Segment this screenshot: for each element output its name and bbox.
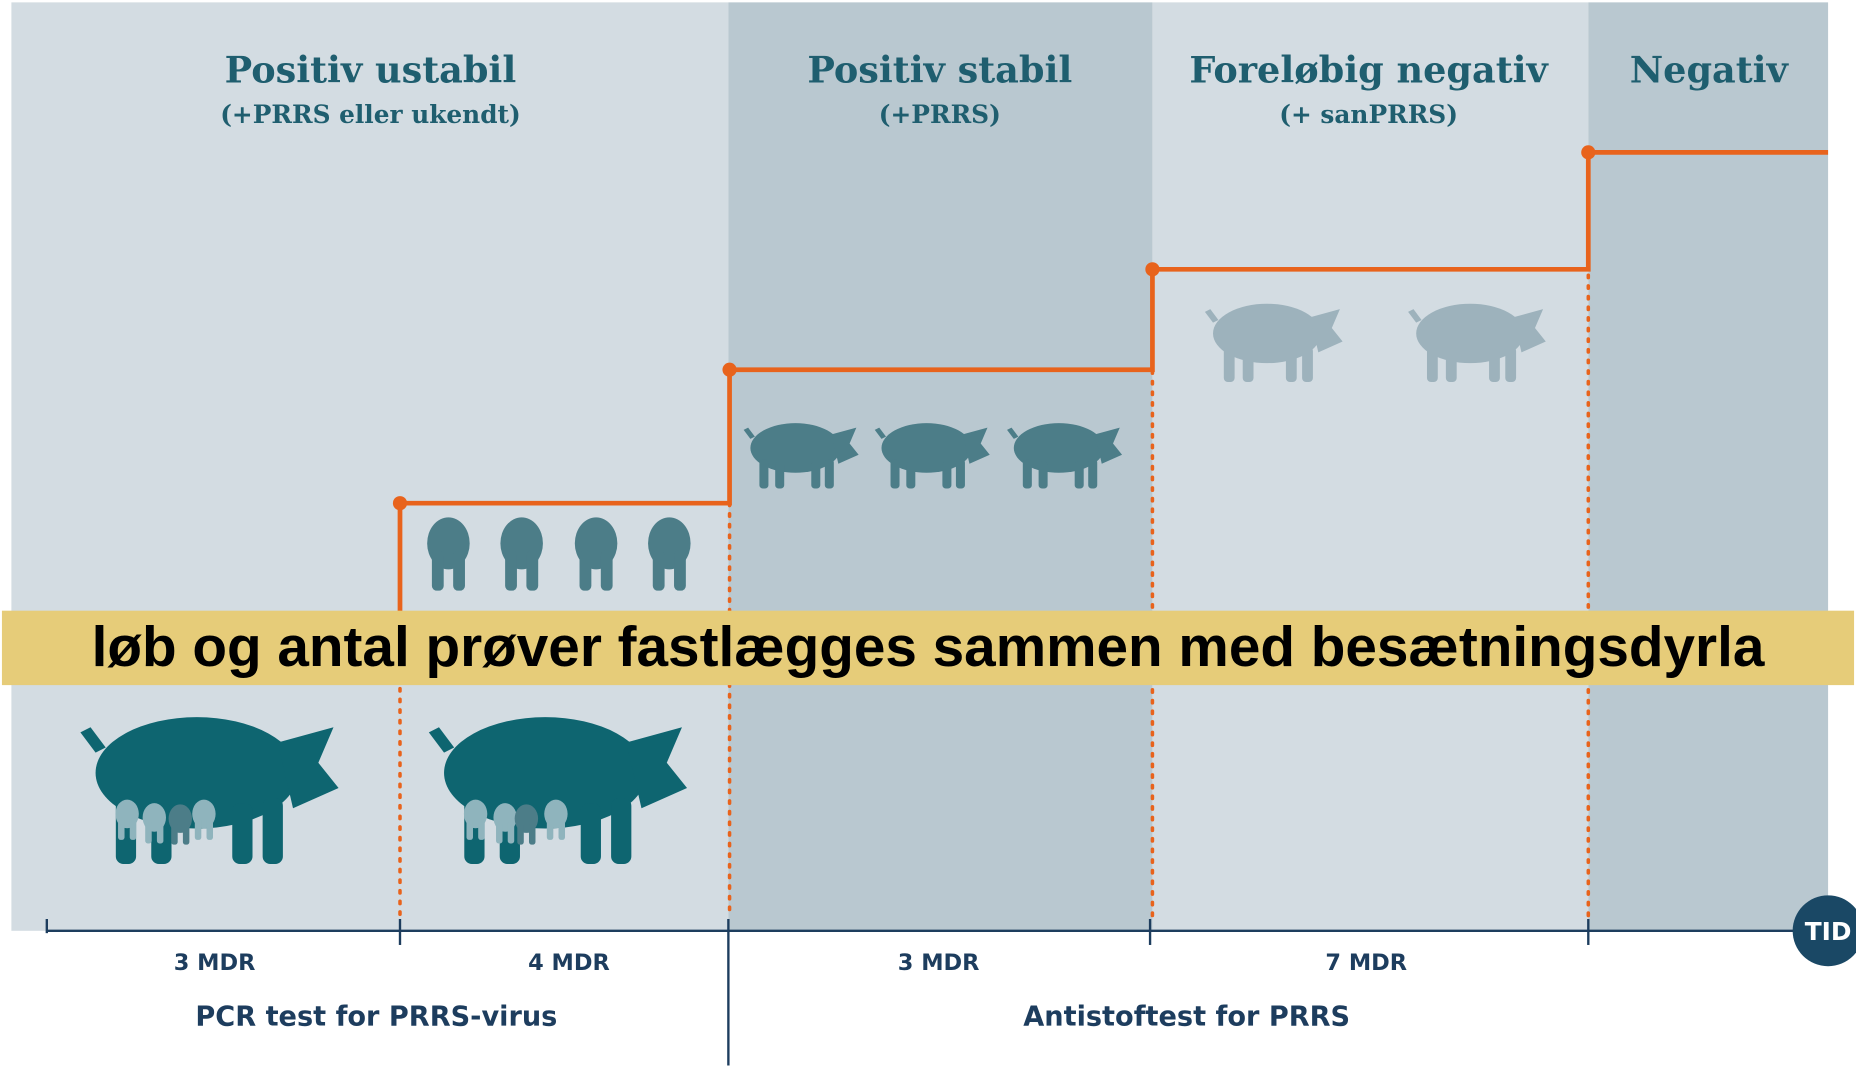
phase-title: Negativ bbox=[1630, 49, 1790, 92]
test-label: PCR test for PRRS-virus bbox=[195, 1001, 557, 1032]
duration: 3 MDR bbox=[174, 950, 256, 976]
phase-subtitle: (+PRRS eller ukendt) bbox=[220, 100, 521, 129]
axis-label: TID bbox=[1805, 917, 1852, 946]
axis-ticks bbox=[47, 919, 1588, 1065]
phase-subtitle: (+ sanPRRS) bbox=[1279, 100, 1458, 129]
duration: 7 MDR bbox=[1325, 950, 1407, 976]
banner-text: løb og antal prøver fastlægges sammen me… bbox=[92, 616, 1765, 679]
phase-panel bbox=[1152, 2, 1588, 930]
phase-subtitle: (+PRRS) bbox=[879, 100, 1001, 129]
phase-title: Positiv ustabil bbox=[225, 49, 517, 92]
phase-title: Positiv stabil bbox=[807, 49, 1072, 92]
phase-title: Foreløbig negativ bbox=[1189, 49, 1549, 92]
duration: 4 MDR bbox=[528, 950, 610, 976]
phase-panel bbox=[1588, 2, 1828, 930]
duration: 3 MDR bbox=[898, 950, 980, 976]
test-label: Antistoftest for PRRS bbox=[1023, 1001, 1350, 1032]
diagram: Positiv ustabil (+PRRS eller ukendt) Pos… bbox=[0, 0, 1856, 1069]
